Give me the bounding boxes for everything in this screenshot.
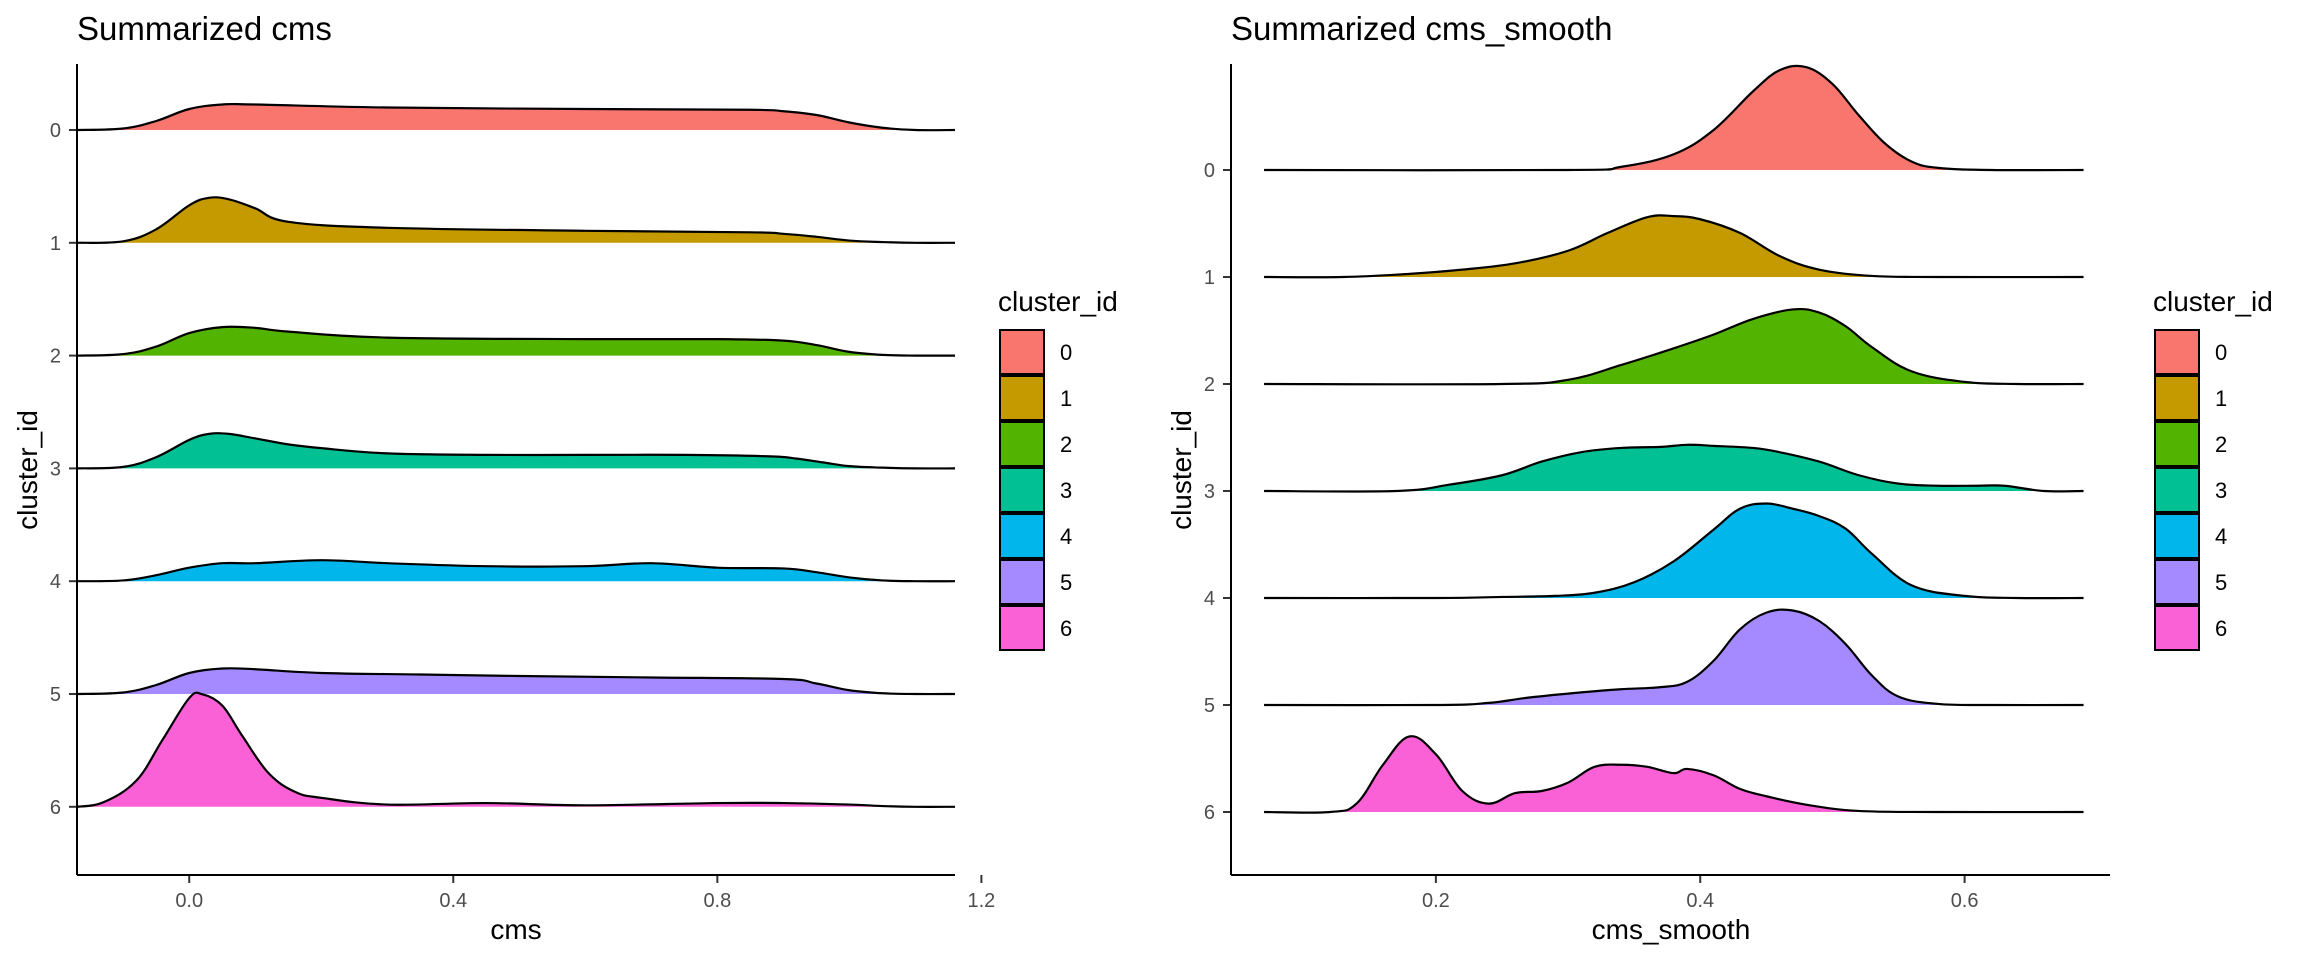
legend-key-2 [999, 421, 1045, 467]
legend-label-0: 0 [2215, 340, 2227, 365]
x-tick-label: 0.4 [439, 890, 467, 912]
legend-label-5: 5 [2215, 570, 2227, 595]
ridge-area-1 [1264, 215, 2084, 278]
ridge-area-3 [1264, 444, 2084, 492]
y-tick-label-3: 3 [1204, 481, 1215, 503]
ridge-area-5 [1264, 609, 2084, 706]
y-tick-label-0: 0 [1204, 160, 1215, 182]
y-tick-label-3: 3 [50, 458, 61, 480]
legend-key-5 [999, 559, 1045, 605]
legend-key-5 [2154, 559, 2200, 605]
y-axis-title: cluster_id [1166, 410, 1197, 530]
legend-key-1 [999, 375, 1045, 421]
x-axis-title: cms [490, 914, 541, 945]
legend-label-1: 1 [2215, 386, 2227, 411]
ridge-area-6 [1264, 736, 2084, 813]
legend-label-3: 3 [1060, 478, 1072, 503]
legend-items: 0 1 2 3 4 5 6 [999, 329, 1072, 651]
legend-key-3 [999, 467, 1045, 513]
y-axis-ticks: 0 1 2 3 4 5 6 [50, 120, 77, 819]
ridge-area-4 [77, 560, 955, 582]
legend-label-4: 4 [2215, 524, 2227, 549]
x-tick-label: 0.4 [1686, 890, 1714, 912]
legend-label-6: 6 [2215, 616, 2227, 641]
ridge-area-0 [1264, 65, 2084, 171]
x-tick-label: 0.2 [1422, 890, 1450, 912]
ridge-area-3 [77, 433, 955, 469]
y-tick-label-4: 4 [50, 571, 61, 593]
ridge-area-6 [77, 692, 955, 807]
panel-title: Summarized cms [77, 10, 332, 47]
y-tick-label-4: 4 [1204, 588, 1215, 610]
ridge-outline-1 [1264, 214, 2084, 279]
ridge-outline-5 [76, 667, 956, 696]
ridge-outline-5 [1264, 608, 2084, 707]
legend-key-4 [2154, 513, 2200, 559]
ridge-outline-6 [1264, 735, 2084, 814]
y-tick-label-2: 2 [1204, 374, 1215, 396]
legend-title: cluster_id [998, 286, 1118, 317]
legend: cluster_id 0 1 2 3 4 5 6 [998, 286, 1118, 651]
ridge-outline-3 [76, 432, 956, 470]
y-axis-title: cluster_id [12, 410, 43, 530]
legend-key-0 [2154, 329, 2200, 375]
ridge-outline-0 [76, 102, 956, 132]
ridge-outline-4 [1264, 502, 2084, 600]
ridges [1264, 64, 2084, 814]
x-axis-title: cms_smooth [1592, 914, 1751, 945]
legend-items: 0 1 2 3 4 5 6 [2154, 329, 2227, 651]
legend-label-2: 2 [2215, 432, 2227, 457]
legend-label-4: 4 [1060, 524, 1072, 549]
ridge-outline-6 [76, 691, 956, 808]
legend-key-2 [2154, 421, 2200, 467]
ridge-outline-1 [76, 196, 956, 244]
legend-key-0 [999, 329, 1045, 375]
y-tick-label-6: 6 [50, 797, 61, 819]
legend-title: cluster_id [2153, 286, 2273, 317]
x-tick-label: 1.2 [967, 890, 995, 912]
ridge-area-5 [77, 668, 955, 695]
ridge-outline-4 [76, 559, 956, 583]
y-tick-label-5: 5 [50, 684, 61, 706]
legend-key-4 [999, 513, 1045, 559]
ridges [76, 102, 956, 808]
legend-label-3: 3 [2215, 478, 2227, 503]
y-tick-label-5: 5 [1204, 695, 1215, 717]
ridge-outline-2 [1264, 307, 2084, 386]
legend-label-6: 6 [1060, 616, 1072, 641]
y-tick-label-1: 1 [50, 233, 61, 255]
ridge-outline-0 [1264, 64, 2084, 172]
ridge-outline-3 [1264, 443, 2084, 493]
panel-title: Summarized cms_smooth [1231, 10, 1612, 47]
legend-key-6 [999, 605, 1045, 651]
x-axis-ticks: 0.2 0.4 0.6 [1422, 875, 1979, 912]
y-tick-label-0: 0 [50, 120, 61, 142]
x-tick-label: 0.0 [175, 890, 203, 912]
legend: cluster_id 0 1 2 3 4 5 6 [2153, 286, 2273, 651]
legend-label-1: 1 [1060, 386, 1072, 411]
ridge-area-4 [1264, 503, 2084, 599]
legend-label-5: 5 [1060, 570, 1072, 595]
x-axis-ticks: 0.0 0.4 0.8 1.2 [175, 875, 995, 912]
legend-key-6 [2154, 605, 2200, 651]
legend-key-1 [2154, 375, 2200, 421]
ridge-area-1 [77, 197, 955, 243]
y-tick-label-2: 2 [50, 346, 61, 368]
legend-key-3 [2154, 467, 2200, 513]
ridge-outline-2 [76, 325, 956, 357]
ridge-area-2 [77, 326, 955, 356]
ridge-area-2 [1264, 309, 2084, 385]
y-tick-label-6: 6 [1204, 802, 1215, 824]
x-tick-label: 0.8 [703, 890, 731, 912]
y-axis-ticks: 0 1 2 3 4 5 6 [1204, 160, 1231, 824]
y-tick-label-1: 1 [1204, 267, 1215, 289]
x-tick-label: 0.6 [1951, 890, 1979, 912]
legend-label-0: 0 [1060, 340, 1072, 365]
legend-label-2: 2 [1060, 432, 1072, 457]
